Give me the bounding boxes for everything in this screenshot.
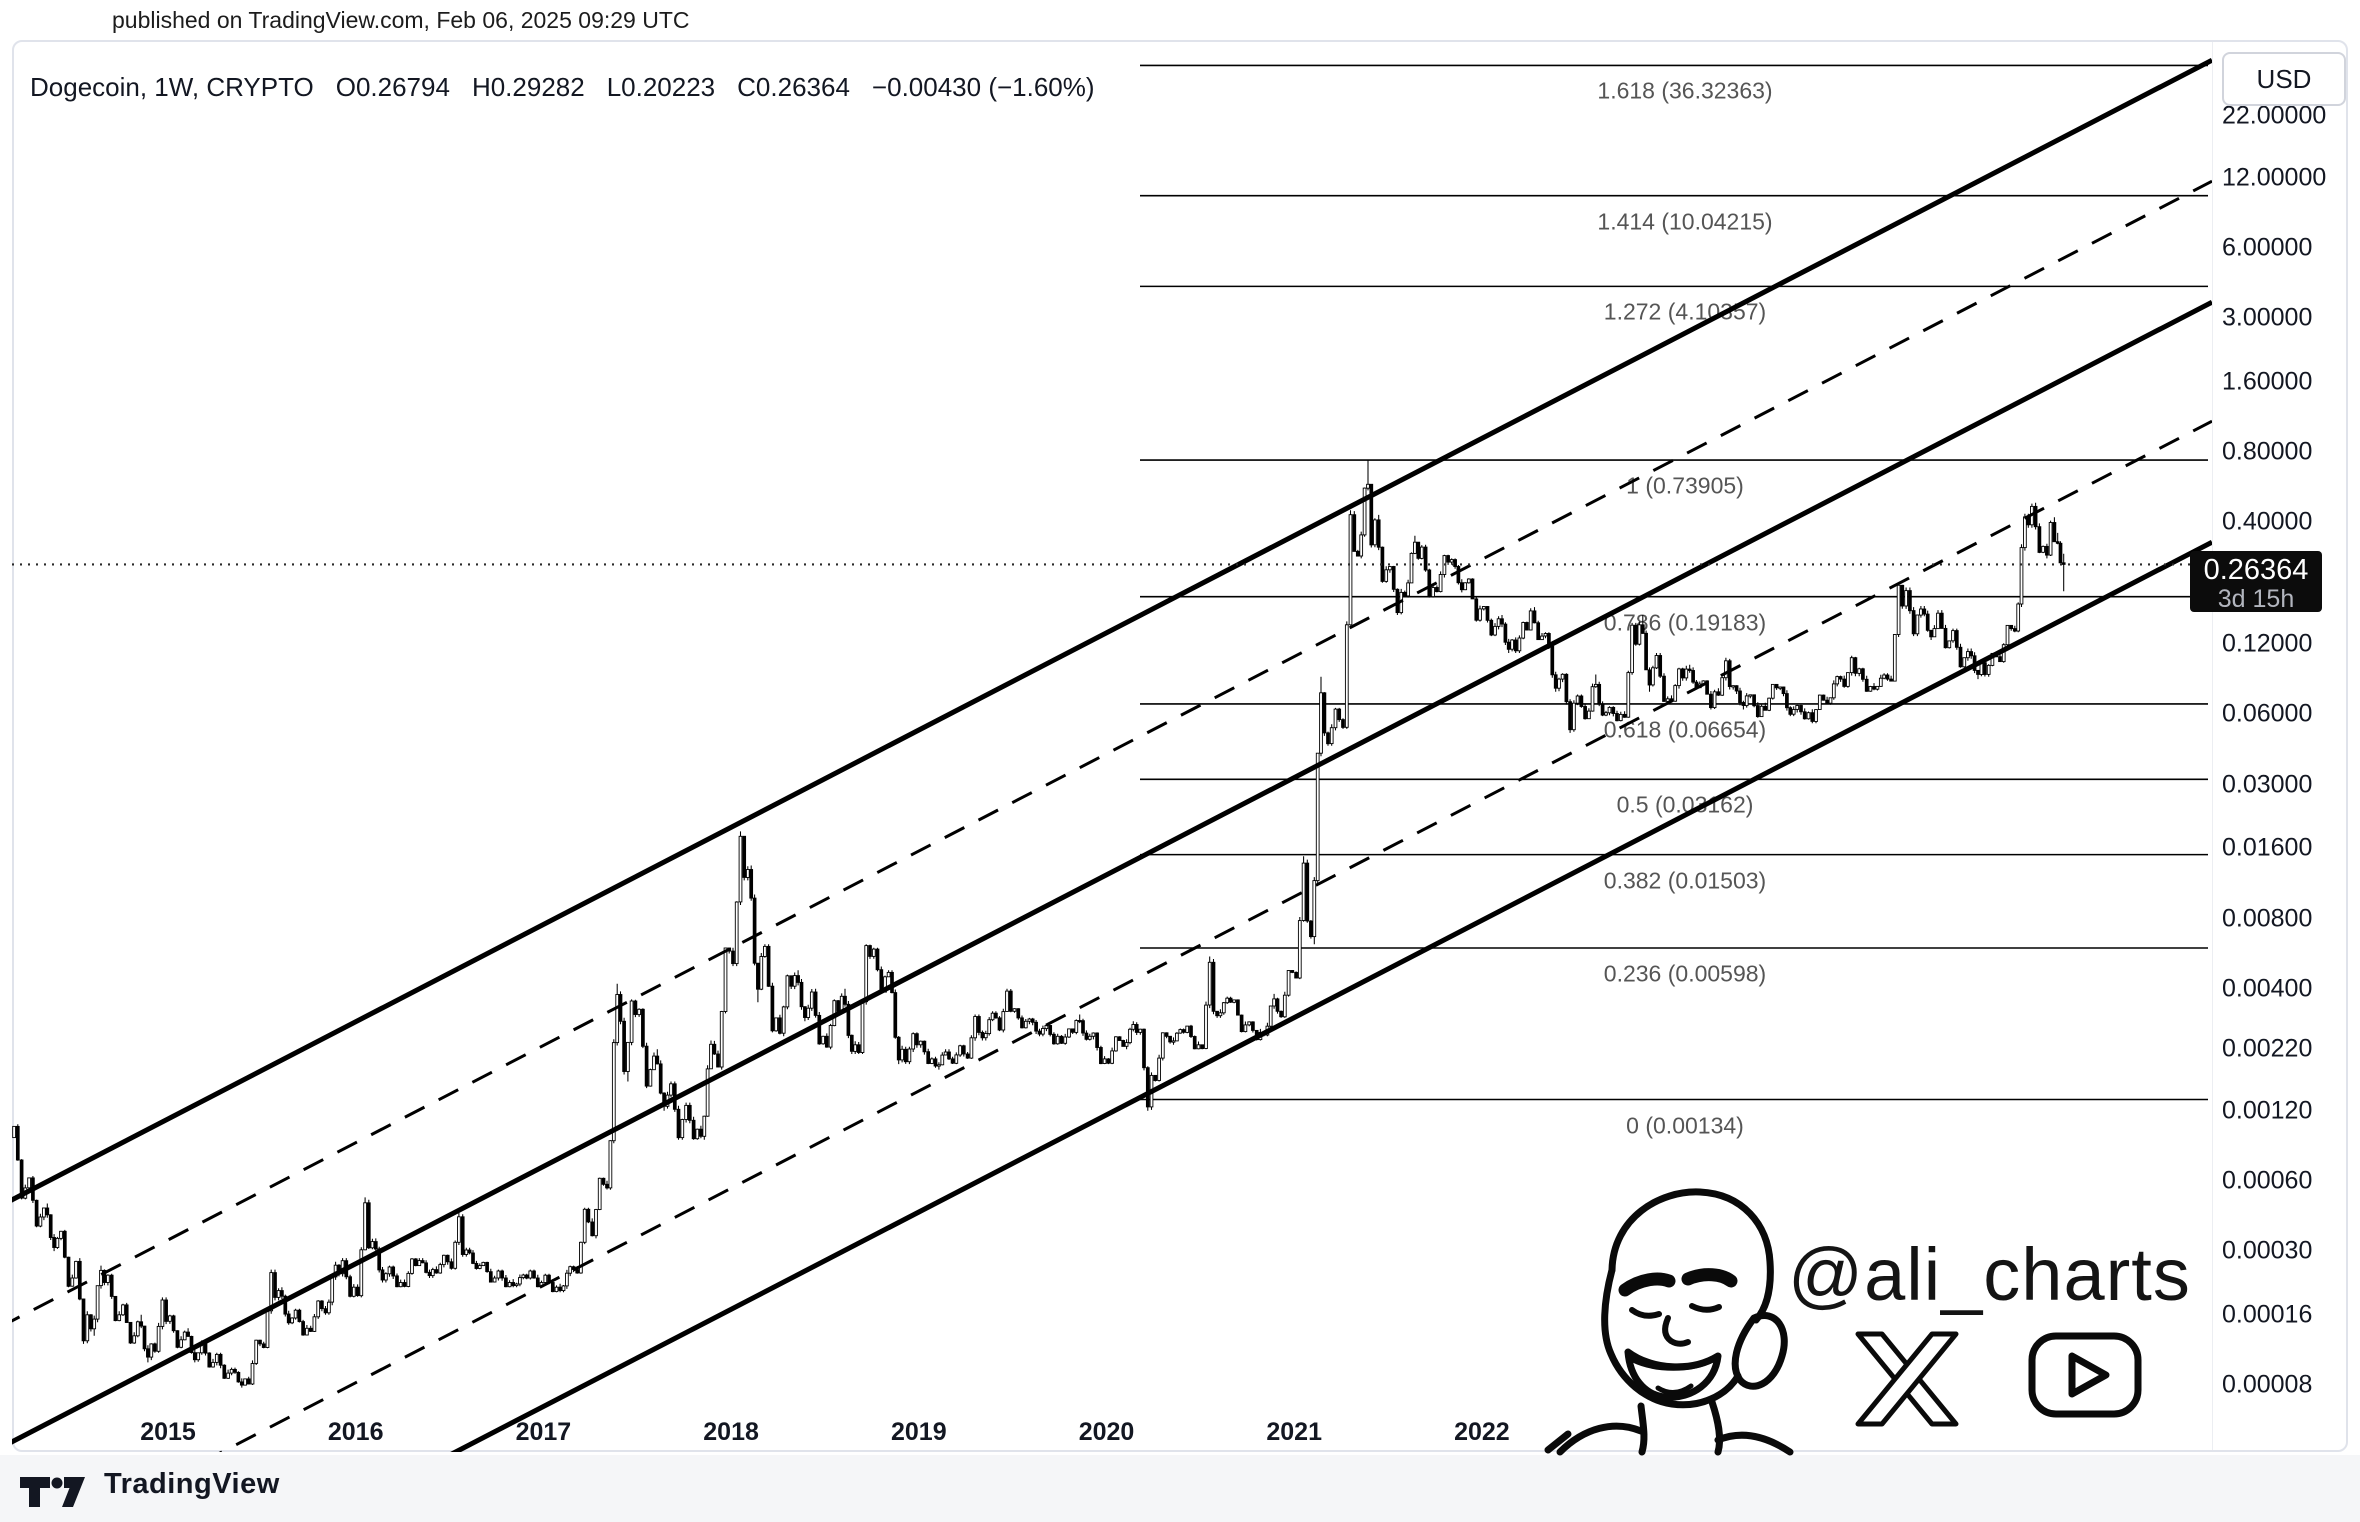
last-price-badge: 0.26364 3d 15h <box>2190 551 2322 613</box>
publish-banner: published on TradingView.com, Feb 06, 20… <box>0 0 2360 40</box>
footer-brand[interactable]: TradingView <box>104 1468 280 1500</box>
chart-frame <box>12 40 2348 1452</box>
bar-countdown: 3d 15h <box>2217 584 2295 613</box>
time-axis-label: 2022 <box>1454 1418 1510 1446</box>
fib-level-label: 1.618 (36.32363) <box>1597 77 1773 104</box>
price-axis-label: 3.00000 <box>2222 303 2313 332</box>
time-axis-label: 2020 <box>1078 1418 1135 1446</box>
fib-extension-lines[interactable] <box>1140 64 2208 1101</box>
price-axis-label: 12.00000 <box>2222 163 2327 192</box>
time-axis-label: 2016 <box>327 1418 384 1446</box>
fib-level-label: 1 (0.73905) <box>1626 472 1744 499</box>
time-axis-label: 2018 <box>703 1418 759 1446</box>
price-axis-label: 0.01600 <box>2222 833 2313 862</box>
price-axis-label: 0.00400 <box>2222 974 2313 1003</box>
price-axis-label: 0.00220 <box>2222 1034 2313 1063</box>
price-axis-label: 22.00000 <box>2222 101 2327 130</box>
change-value: −0.00430 (−1.60%) <box>871 72 1095 102</box>
price-axis-label: 0.00800 <box>2222 904 2313 932</box>
price-axis-label: 6.00000 <box>2222 233 2313 262</box>
time-axis-label: 2019 <box>890 1418 947 1446</box>
footer: TradingView <box>18 1468 280 1501</box>
fib-level-label: 1.414 (10.04215) <box>1597 208 1773 235</box>
currency-button[interactable]: USD <box>2222 52 2346 106</box>
price-axis-separator <box>2212 42 2213 1450</box>
symbol-name: Dogecoin, 1W, CRYPTO <box>30 72 314 102</box>
ali-face-sketch <box>1544 1188 1794 1456</box>
channel-line-solid[interactable] <box>0 57 2212 1206</box>
parallel-channel[interactable] <box>0 57 2212 1522</box>
price-axis-label: 1.60000 <box>2222 367 2313 396</box>
ohlc-open: O0.26794 <box>335 72 450 102</box>
youtube-logo-icon <box>2028 1332 2142 1418</box>
last-price-value: 0.26364 <box>2203 554 2309 587</box>
ohlc-close: C0.26364 <box>737 72 850 102</box>
price-axis-label: 0.40000 <box>2222 507 2313 536</box>
fib-level-label: 0.236 (0.00598) <box>1603 960 1767 987</box>
price-axis-label: 0.00016 <box>2222 1300 2313 1329</box>
x-logo-icon <box>1855 1331 1959 1427</box>
time-axis-label: 2021 <box>1266 1418 1322 1446</box>
channel-line-dashed[interactable] <box>0 179 2212 1327</box>
price-axis-label: 0.00060 <box>2222 1166 2313 1195</box>
currency-label: USD <box>2256 63 2312 94</box>
time-axis-label: 2015 <box>140 1418 196 1446</box>
fib-level-label: 0 (0.00134) <box>1626 1112 1744 1138</box>
tradingview-logo-icon[interactable] <box>20 1477 85 1507</box>
price-axis-label: 0.80000 <box>2222 437 2313 466</box>
watermark-handle: @ali_charts <box>1788 1233 2191 1316</box>
publish-text: published on TradingView.com, Feb 06, 20… <box>112 7 690 33</box>
channel-line-solid[interactable] <box>0 539 2212 1522</box>
channel-line-solid[interactable] <box>0 299 2212 1448</box>
bottom-band <box>0 1455 2360 1522</box>
fib-level-label: 0.382 (0.01503) <box>1603 867 1767 894</box>
price-axis-label: 0.06000 <box>2222 699 2313 728</box>
price-axis-label: 0.00008 <box>2222 1370 2313 1399</box>
price-axis-label: 0.12000 <box>2222 629 2313 658</box>
price-axis-label: 0.00120 <box>2222 1096 2313 1125</box>
candlestick-series <box>12 460 2066 1388</box>
ohlc-low: L0.20223 <box>606 72 716 102</box>
ohlc-high: H0.29282 <box>471 72 585 102</box>
price-axis-label: 0.03000 <box>2222 770 2313 799</box>
time-axis-label: 2017 <box>515 1418 572 1446</box>
price-axis-label: 0.00030 <box>2222 1236 2313 1265</box>
symbol-title[interactable]: Dogecoin, 1W, CRYPTO O0.26794 H0.29282 L… <box>30 72 1095 103</box>
